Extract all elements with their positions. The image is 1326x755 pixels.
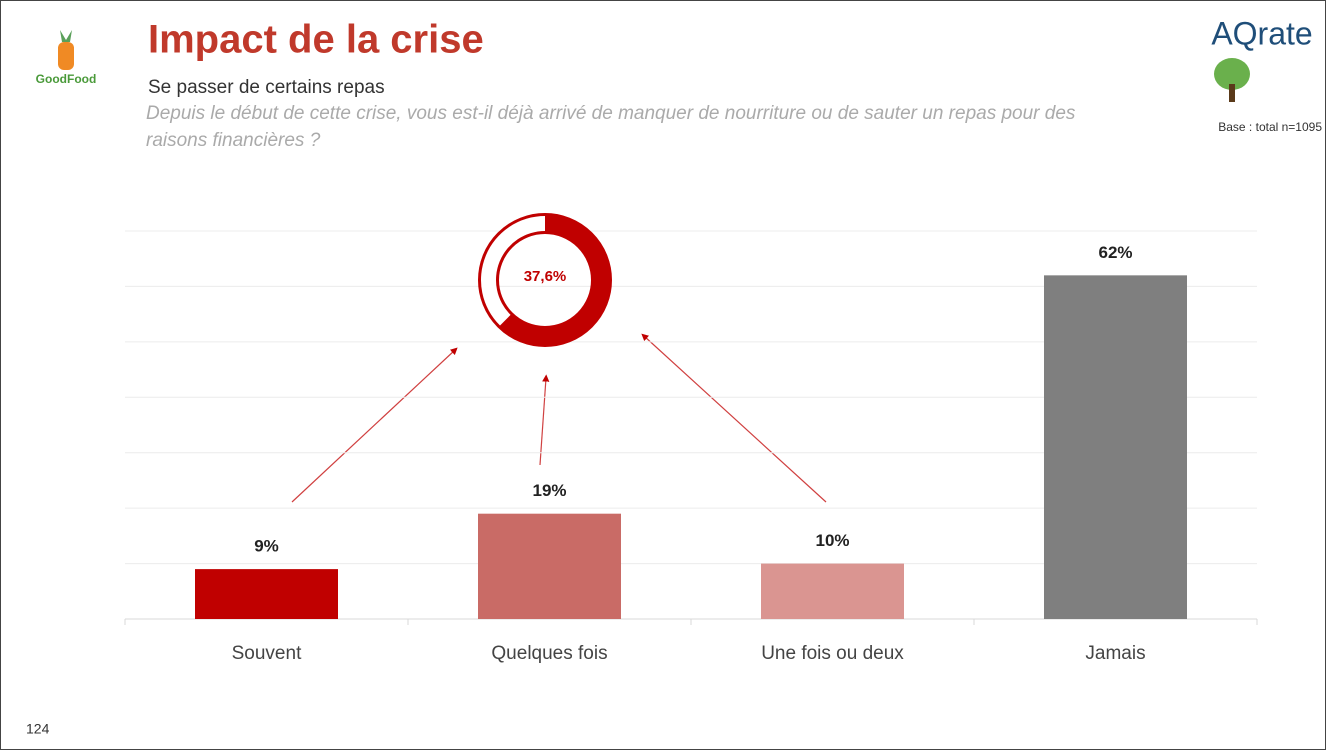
chart-title: Impact de la crise <box>148 18 484 62</box>
x-tick-label: Quelques fois <box>491 643 607 664</box>
x-tick-label: Souvent <box>232 643 302 664</box>
question-box: Depuis le début de cette crise, vous est… <box>146 103 1076 151</box>
value-label: 9% <box>254 537 279 556</box>
logo-right: AQrate <box>1211 15 1312 51</box>
logo-left: GoodFood <box>36 72 97 86</box>
bar <box>195 569 338 619</box>
value-label: 19% <box>532 481 566 500</box>
value-label: 10% <box>815 531 849 550</box>
bar <box>1044 275 1187 619</box>
chart-subtitle: Se passer de certains repas <box>148 77 385 98</box>
question: Depuis le début de cette crise, vous est… <box>146 103 1076 151</box>
value-label: 62% <box>1098 243 1132 262</box>
x-tick-label: Une fois ou deux <box>761 643 904 664</box>
plot: Souvent 9% Quelques fois 19% Une fois ou deu… <box>124 213 1258 664</box>
donut-label: 37,6% <box>524 268 567 285</box>
page-number: 124 <box>26 721 50 737</box>
base-note: Base : total n=1095 <box>1218 120 1322 134</box>
bar <box>478 513 621 619</box>
bar <box>761 563 904 619</box>
arrows <box>291 333 827 503</box>
logo-right-icon <box>1214 58 1250 102</box>
donut-segment <box>480 216 545 326</box>
logo-left-icon <box>58 30 74 70</box>
x-tick-label: Jamais <box>1085 643 1145 664</box>
